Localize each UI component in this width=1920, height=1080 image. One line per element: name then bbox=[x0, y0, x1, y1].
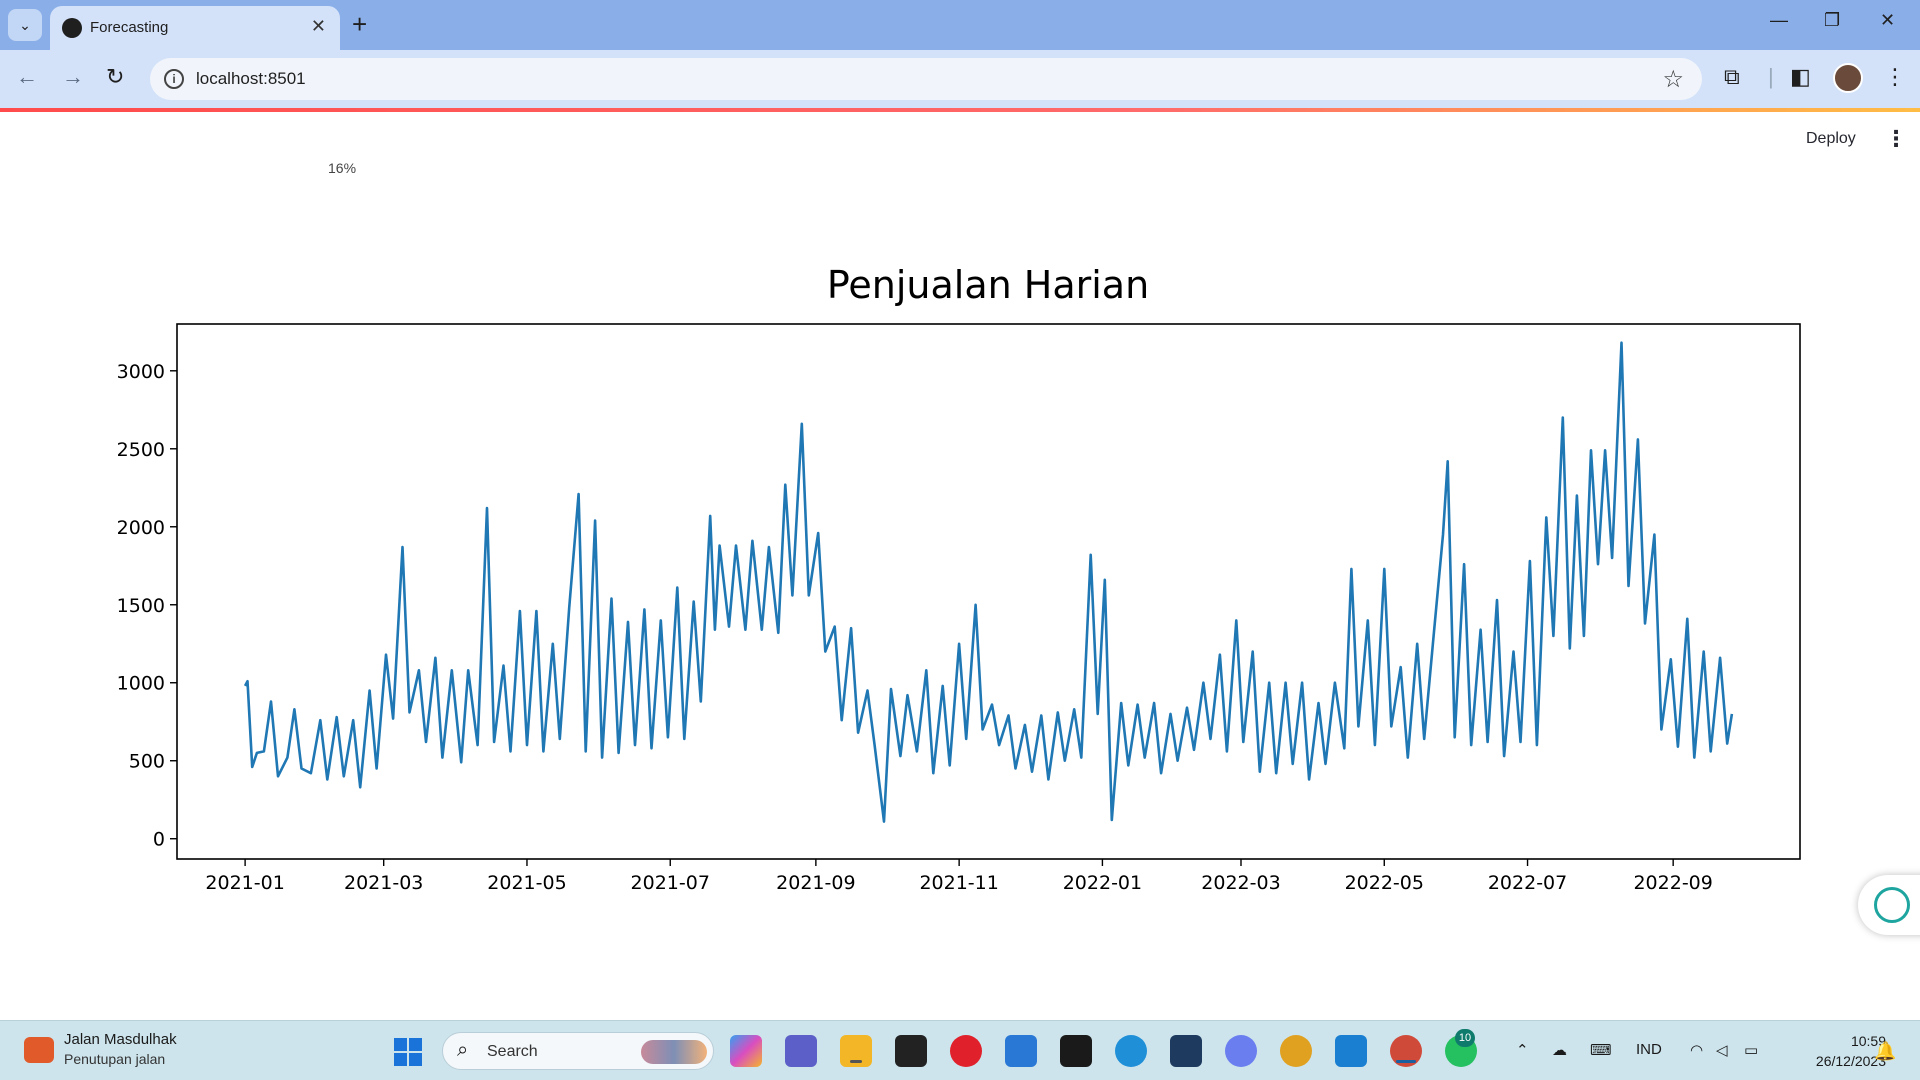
assistant-floating-button[interactable] bbox=[1858, 875, 1920, 935]
edge-icon[interactable] bbox=[1115, 1035, 1147, 1067]
windows-logo-icon bbox=[394, 1038, 407, 1051]
site-info-icon[interactable]: i bbox=[164, 69, 184, 89]
browser-menu-icon[interactable]: ⋮ bbox=[1884, 64, 1906, 89]
chevron-up-icon[interactable]: ⌃ bbox=[1516, 1042, 1529, 1059]
x-tick-label: 2021-11 bbox=[919, 872, 998, 894]
search-label: Search bbox=[487, 1043, 538, 1060]
back-button[interactable]: ← bbox=[16, 64, 38, 89]
chatgpt-icon bbox=[1874, 887, 1910, 923]
chevron-down-icon: ⌄ bbox=[19, 16, 31, 33]
copilot-app-icon[interactable] bbox=[1225, 1035, 1257, 1067]
clock-date[interactable]: 26/12/2023 bbox=[1815, 1053, 1886, 1069]
chrome-profile-icon[interactable] bbox=[1390, 1035, 1422, 1067]
x-tick-label: 2021-09 bbox=[776, 872, 855, 894]
chart-title: Penjualan Harian bbox=[827, 265, 1149, 307]
x-tick-label: 2022-07 bbox=[1488, 872, 1567, 894]
x-tick-label: 2022-01 bbox=[1063, 872, 1142, 894]
y-tick-label: 0 bbox=[153, 829, 165, 851]
x-tick-label: 2022-03 bbox=[1201, 872, 1280, 894]
clock-time[interactable]: 10:59 bbox=[1850, 1033, 1886, 1049]
deploy-button[interactable]: Deploy bbox=[1806, 130, 1856, 147]
opera-icon[interactable] bbox=[950, 1035, 982, 1067]
y-tick-label: 3000 bbox=[117, 361, 165, 383]
browser-tab-strip: ⌄ Forecasting ✕ + — ❐ ✕ bbox=[0, 0, 1920, 50]
x-tick-label: 2021-03 bbox=[344, 872, 423, 894]
restore-button[interactable]: ❐ bbox=[1824, 10, 1841, 30]
browser-toolbar: ← → ↻ i localhost:8501 ☆ ⧉ | ◧ ⋮ bbox=[0, 50, 1920, 108]
search-highlight-image bbox=[641, 1040, 707, 1064]
side-panel-icon[interactable]: ◧ bbox=[1790, 64, 1811, 89]
cloud-sync-icon[interactable]: ☁ bbox=[1552, 1042, 1567, 1059]
series-line-penjualan bbox=[243, 341, 1734, 823]
teams-chat-icon[interactable] bbox=[785, 1035, 817, 1067]
news-widget-subtitle[interactable]: Penutupan jalan bbox=[64, 1051, 166, 1067]
active-indicator bbox=[1396, 1060, 1416, 1063]
sales-line-chart: Penjualan Harian 0 500 1000 1500 2000 2500 300… bbox=[117, 265, 1801, 894]
bookmark-star-icon[interactable]: ☆ bbox=[1662, 66, 1684, 93]
vscode-icon[interactable] bbox=[1335, 1035, 1367, 1067]
y-tick-label: 500 bbox=[129, 751, 165, 773]
profile-avatar[interactable] bbox=[1833, 63, 1863, 93]
y-tick-label: 1000 bbox=[117, 673, 165, 695]
windows-logo-pane bbox=[409, 1038, 422, 1051]
search-icon: ⌕ bbox=[457, 1039, 469, 1061]
mail-icon[interactable] bbox=[1005, 1035, 1037, 1067]
taskbar-search[interactable]: ⌕ Search bbox=[442, 1032, 714, 1070]
wifi-icon[interactable]: ◠ bbox=[1690, 1042, 1704, 1059]
copilot-icon[interactable] bbox=[730, 1035, 762, 1067]
new-tab-button[interactable]: + bbox=[352, 9, 368, 39]
x-tick-label: 2022-09 bbox=[1633, 872, 1712, 894]
toolbar-divider: | bbox=[1768, 64, 1774, 89]
x-tick-label: 2021-07 bbox=[631, 872, 710, 894]
volume-icon[interactable]: ◁ bbox=[1716, 1042, 1728, 1059]
traffic-alert-icon[interactable] bbox=[24, 1037, 54, 1063]
news-widget-title[interactable]: Jalan Masdulhak bbox=[64, 1031, 177, 1048]
chrome-icon[interactable] bbox=[1280, 1035, 1312, 1067]
url-text[interactable]: localhost:8501 bbox=[196, 69, 306, 88]
app-menu-icon[interactable]: ⋮ bbox=[1885, 126, 1907, 151]
x-tick-label: 2021-05 bbox=[487, 872, 566, 894]
app-running-indicator bbox=[0, 108, 1920, 112]
tab-title: Forecasting bbox=[90, 19, 169, 36]
app-icon-blue[interactable] bbox=[1170, 1035, 1202, 1067]
battery-icon[interactable]: ▭ bbox=[1744, 1042, 1759, 1059]
y-tick-label: 2500 bbox=[117, 439, 165, 461]
progress-percent-text: 16% bbox=[328, 160, 357, 176]
notification-bell-icon[interactable]: 🔔 bbox=[1874, 1041, 1897, 1061]
reload-button[interactable]: ↻ bbox=[106, 64, 125, 89]
whatsapp-badge: 10 bbox=[1455, 1029, 1475, 1047]
forward-button[interactable]: → bbox=[62, 64, 84, 89]
extensions-icon[interactable]: ⧉ bbox=[1724, 64, 1740, 89]
window-close-button[interactable]: ✕ bbox=[1880, 10, 1896, 30]
chart-frame bbox=[176, 323, 1801, 860]
y-tick-label: 1500 bbox=[117, 595, 165, 617]
sticky-notes-icon[interactable] bbox=[895, 1035, 927, 1067]
x-axis: 2021-01 2021-03 2021-05 2021-07 2021-09 2021-… bbox=[205, 859, 1713, 894]
dropbox-icon[interactable] bbox=[1060, 1035, 1092, 1067]
y-tick-label: 2000 bbox=[117, 517, 165, 539]
tab-forecasting[interactable]: Forecasting ✕ bbox=[50, 6, 340, 50]
x-tick-label: 2021-01 bbox=[205, 872, 284, 894]
close-tab-icon[interactable]: ✕ bbox=[310, 16, 326, 36]
tab-search-button[interactable]: ⌄ bbox=[8, 9, 42, 41]
running-indicator bbox=[850, 1060, 862, 1063]
windows-logo-pane bbox=[409, 1053, 422, 1066]
address-bar[interactable]: i localhost:8501 ☆ bbox=[150, 58, 1702, 100]
taskbar: Jalan Masdulhak Penutupan jalan ⌕ Search… bbox=[0, 1020, 1920, 1080]
start-button[interactable] bbox=[394, 1038, 422, 1066]
y-axis: 0 500 1000 1500 2000 2500 3000 bbox=[117, 361, 177, 851]
streamlit-favicon-icon bbox=[62, 18, 82, 38]
x-tick-label: 2022-05 bbox=[1345, 872, 1424, 894]
app-header: Deploy ⋮ bbox=[0, 112, 1920, 162]
minimize-button[interactable]: — bbox=[1770, 10, 1788, 30]
keyboard-icon[interactable]: ⌨ bbox=[1590, 1042, 1612, 1059]
file-explorer-icon[interactable] bbox=[840, 1035, 872, 1067]
windows-logo-pane bbox=[394, 1053, 407, 1066]
language-indicator[interactable]: IND bbox=[1636, 1041, 1662, 1058]
